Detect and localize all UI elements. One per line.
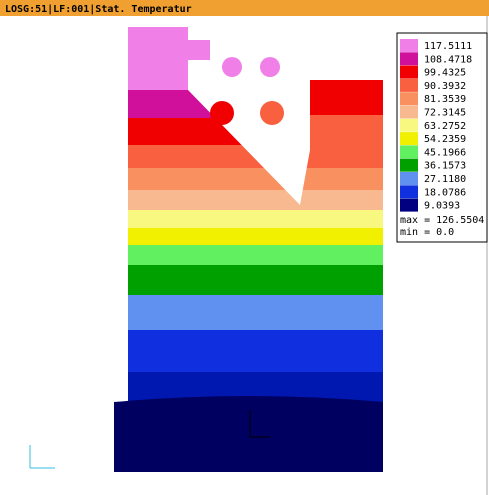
legend-swatch (400, 92, 418, 106)
legend: 117.5111 108.4718 99.4325 90.3932 81.3539 72.… (400, 39, 472, 212)
legend-swatch (400, 118, 418, 132)
legend-label: 117.5111 (424, 41, 472, 52)
legend-label: 81.3539 (424, 94, 466, 105)
legend-swatch (400, 39, 418, 52)
legend-swatch (400, 78, 418, 92)
legend-label: 9.0393 (424, 201, 460, 212)
legend-swatch (400, 132, 418, 146)
legend-label: 72.3145 (424, 108, 466, 119)
legend-swatch (400, 145, 418, 159)
legend-swatch (400, 105, 418, 119)
header-bar (0, 0, 489, 16)
legend-swatch (400, 172, 418, 185)
legend-label: 45.1966 (424, 147, 466, 158)
legend-swatch (400, 185, 418, 199)
model (114, 27, 384, 472)
legend-label: 108.4718 (424, 54, 472, 65)
legend-label: 63.2752 (424, 121, 466, 132)
legend-swatch (400, 198, 418, 212)
legend-swatch (400, 52, 418, 66)
legend-label: 90.3932 (424, 81, 466, 92)
legend-label: 36.1573 (424, 161, 466, 172)
axis-triad (29, 445, 55, 469)
legend-max: max = 126.5504 (400, 215, 484, 226)
legend-label: 27.1180 (424, 174, 466, 185)
legend-swatch (400, 158, 418, 172)
legend-label: 54.2359 (424, 134, 466, 145)
legend-min: min = 0.0 (400, 227, 454, 238)
legend-label: 99.4325 (424, 68, 466, 79)
header-title: LOSG:51|LF:001|Stat. Temperatur (5, 4, 192, 15)
legend-swatch (400, 65, 418, 79)
legend-label: 18.0786 (424, 187, 466, 198)
